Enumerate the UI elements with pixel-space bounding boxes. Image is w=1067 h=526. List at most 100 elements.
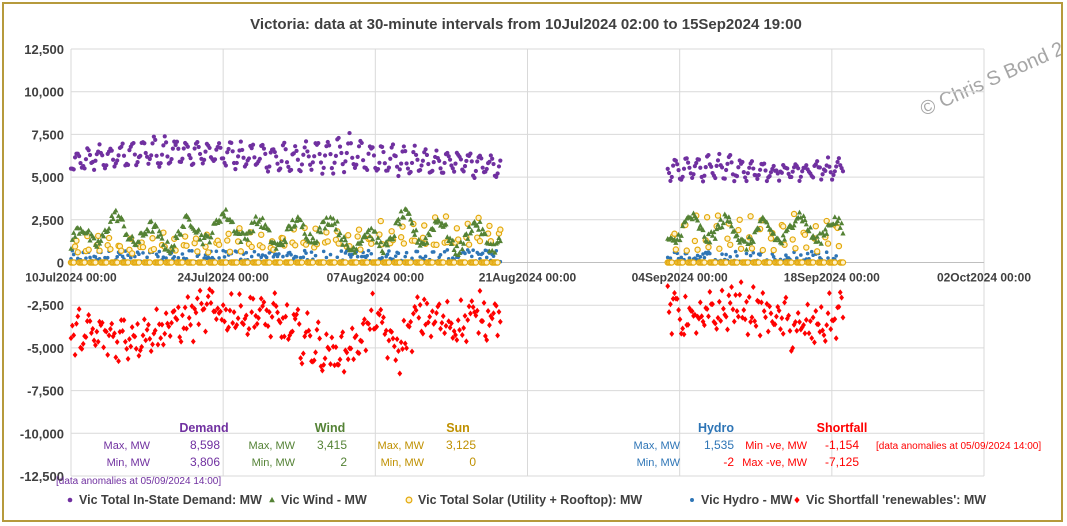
data-point (143, 231, 149, 237)
data-point (801, 321, 806, 328)
data-point (140, 232, 146, 238)
data-point (120, 141, 125, 146)
data-point (136, 238, 142, 244)
y-tick-label: 10,000 (24, 85, 64, 100)
data-point (370, 145, 375, 150)
data-point (220, 210, 226, 215)
data-point (101, 344, 107, 351)
data-point (344, 150, 349, 156)
data-point (160, 341, 166, 348)
data-point (405, 166, 411, 171)
data-point (765, 328, 771, 335)
data-point (249, 254, 254, 259)
data-point (757, 167, 763, 172)
data-point (836, 156, 841, 161)
data-point (192, 146, 197, 151)
data-point (234, 322, 240, 329)
stat-demand-max: 8,598 (190, 438, 220, 452)
data-point (784, 227, 790, 232)
data-point (750, 283, 756, 290)
data-point (828, 170, 833, 175)
data-point (436, 301, 442, 308)
data-point (421, 222, 428, 229)
data-point (767, 303, 773, 310)
data-point (301, 255, 306, 260)
data-point (832, 214, 838, 219)
data-point (767, 174, 772, 179)
data-point (359, 254, 364, 259)
data-point (427, 313, 433, 320)
data-point (697, 299, 703, 306)
data-point (484, 166, 489, 172)
data-point (453, 331, 458, 338)
data-point (748, 318, 753, 325)
data-point (313, 349, 318, 356)
y-tick-label: -7,500 (27, 384, 64, 399)
data-point (418, 255, 422, 259)
data-point (112, 164, 117, 169)
data-point (404, 161, 409, 166)
data-point (368, 307, 374, 314)
data-point (299, 162, 305, 167)
data-point (167, 332, 173, 339)
data-point (81, 259, 88, 266)
data-point (190, 259, 197, 266)
data-point (751, 250, 756, 255)
data-point (833, 335, 839, 342)
data-point (812, 339, 817, 346)
data-point (218, 308, 223, 315)
data-point (327, 214, 334, 220)
data-point (466, 303, 472, 310)
data-point (110, 216, 116, 221)
data-point (705, 231, 712, 237)
data-point (406, 323, 412, 330)
data-point (93, 158, 98, 163)
data-point (120, 216, 126, 222)
data-point (668, 178, 673, 183)
data-point (748, 245, 756, 252)
data-point (152, 327, 158, 334)
data-point (209, 230, 215, 235)
data-point (824, 231, 830, 236)
stat-sun-min: 0 (469, 455, 476, 469)
data-point (231, 309, 237, 316)
data-point (185, 144, 190, 149)
data-point (222, 259, 230, 266)
data-point (196, 321, 202, 328)
data-point (666, 170, 672, 176)
data-point (725, 161, 730, 166)
data-point (164, 238, 171, 244)
data-point (763, 168, 768, 173)
data-point (744, 298, 749, 305)
data-point (794, 327, 800, 334)
data-point (220, 302, 226, 309)
data-point (163, 246, 169, 251)
data-point (341, 368, 347, 375)
data-point (291, 242, 299, 249)
data-point (380, 250, 387, 256)
data-point (454, 336, 460, 343)
data-point (368, 240, 375, 247)
data-point (300, 350, 306, 357)
data-point (448, 241, 455, 246)
data-point (332, 160, 337, 165)
data-point (462, 312, 468, 319)
data-point (438, 166, 443, 171)
data-point (354, 162, 359, 167)
data-point (165, 154, 170, 159)
data-point (673, 240, 679, 245)
data-point (484, 255, 489, 260)
stat-hydro-min: -2 (723, 455, 734, 469)
data-point (830, 177, 835, 182)
data-point (678, 233, 684, 238)
data-point (807, 318, 813, 325)
data-point (803, 221, 809, 227)
y-axis: 12,500 10,000 7,500 5,000 2,500 0 -2,500 -5,000… (20, 42, 64, 484)
data-point (200, 259, 208, 266)
data-point (707, 239, 713, 245)
stat-hydro-label: Hydro (698, 421, 734, 435)
data-point (238, 239, 244, 244)
data-point (98, 322, 104, 329)
data-point (408, 318, 414, 325)
data-point (445, 150, 450, 156)
